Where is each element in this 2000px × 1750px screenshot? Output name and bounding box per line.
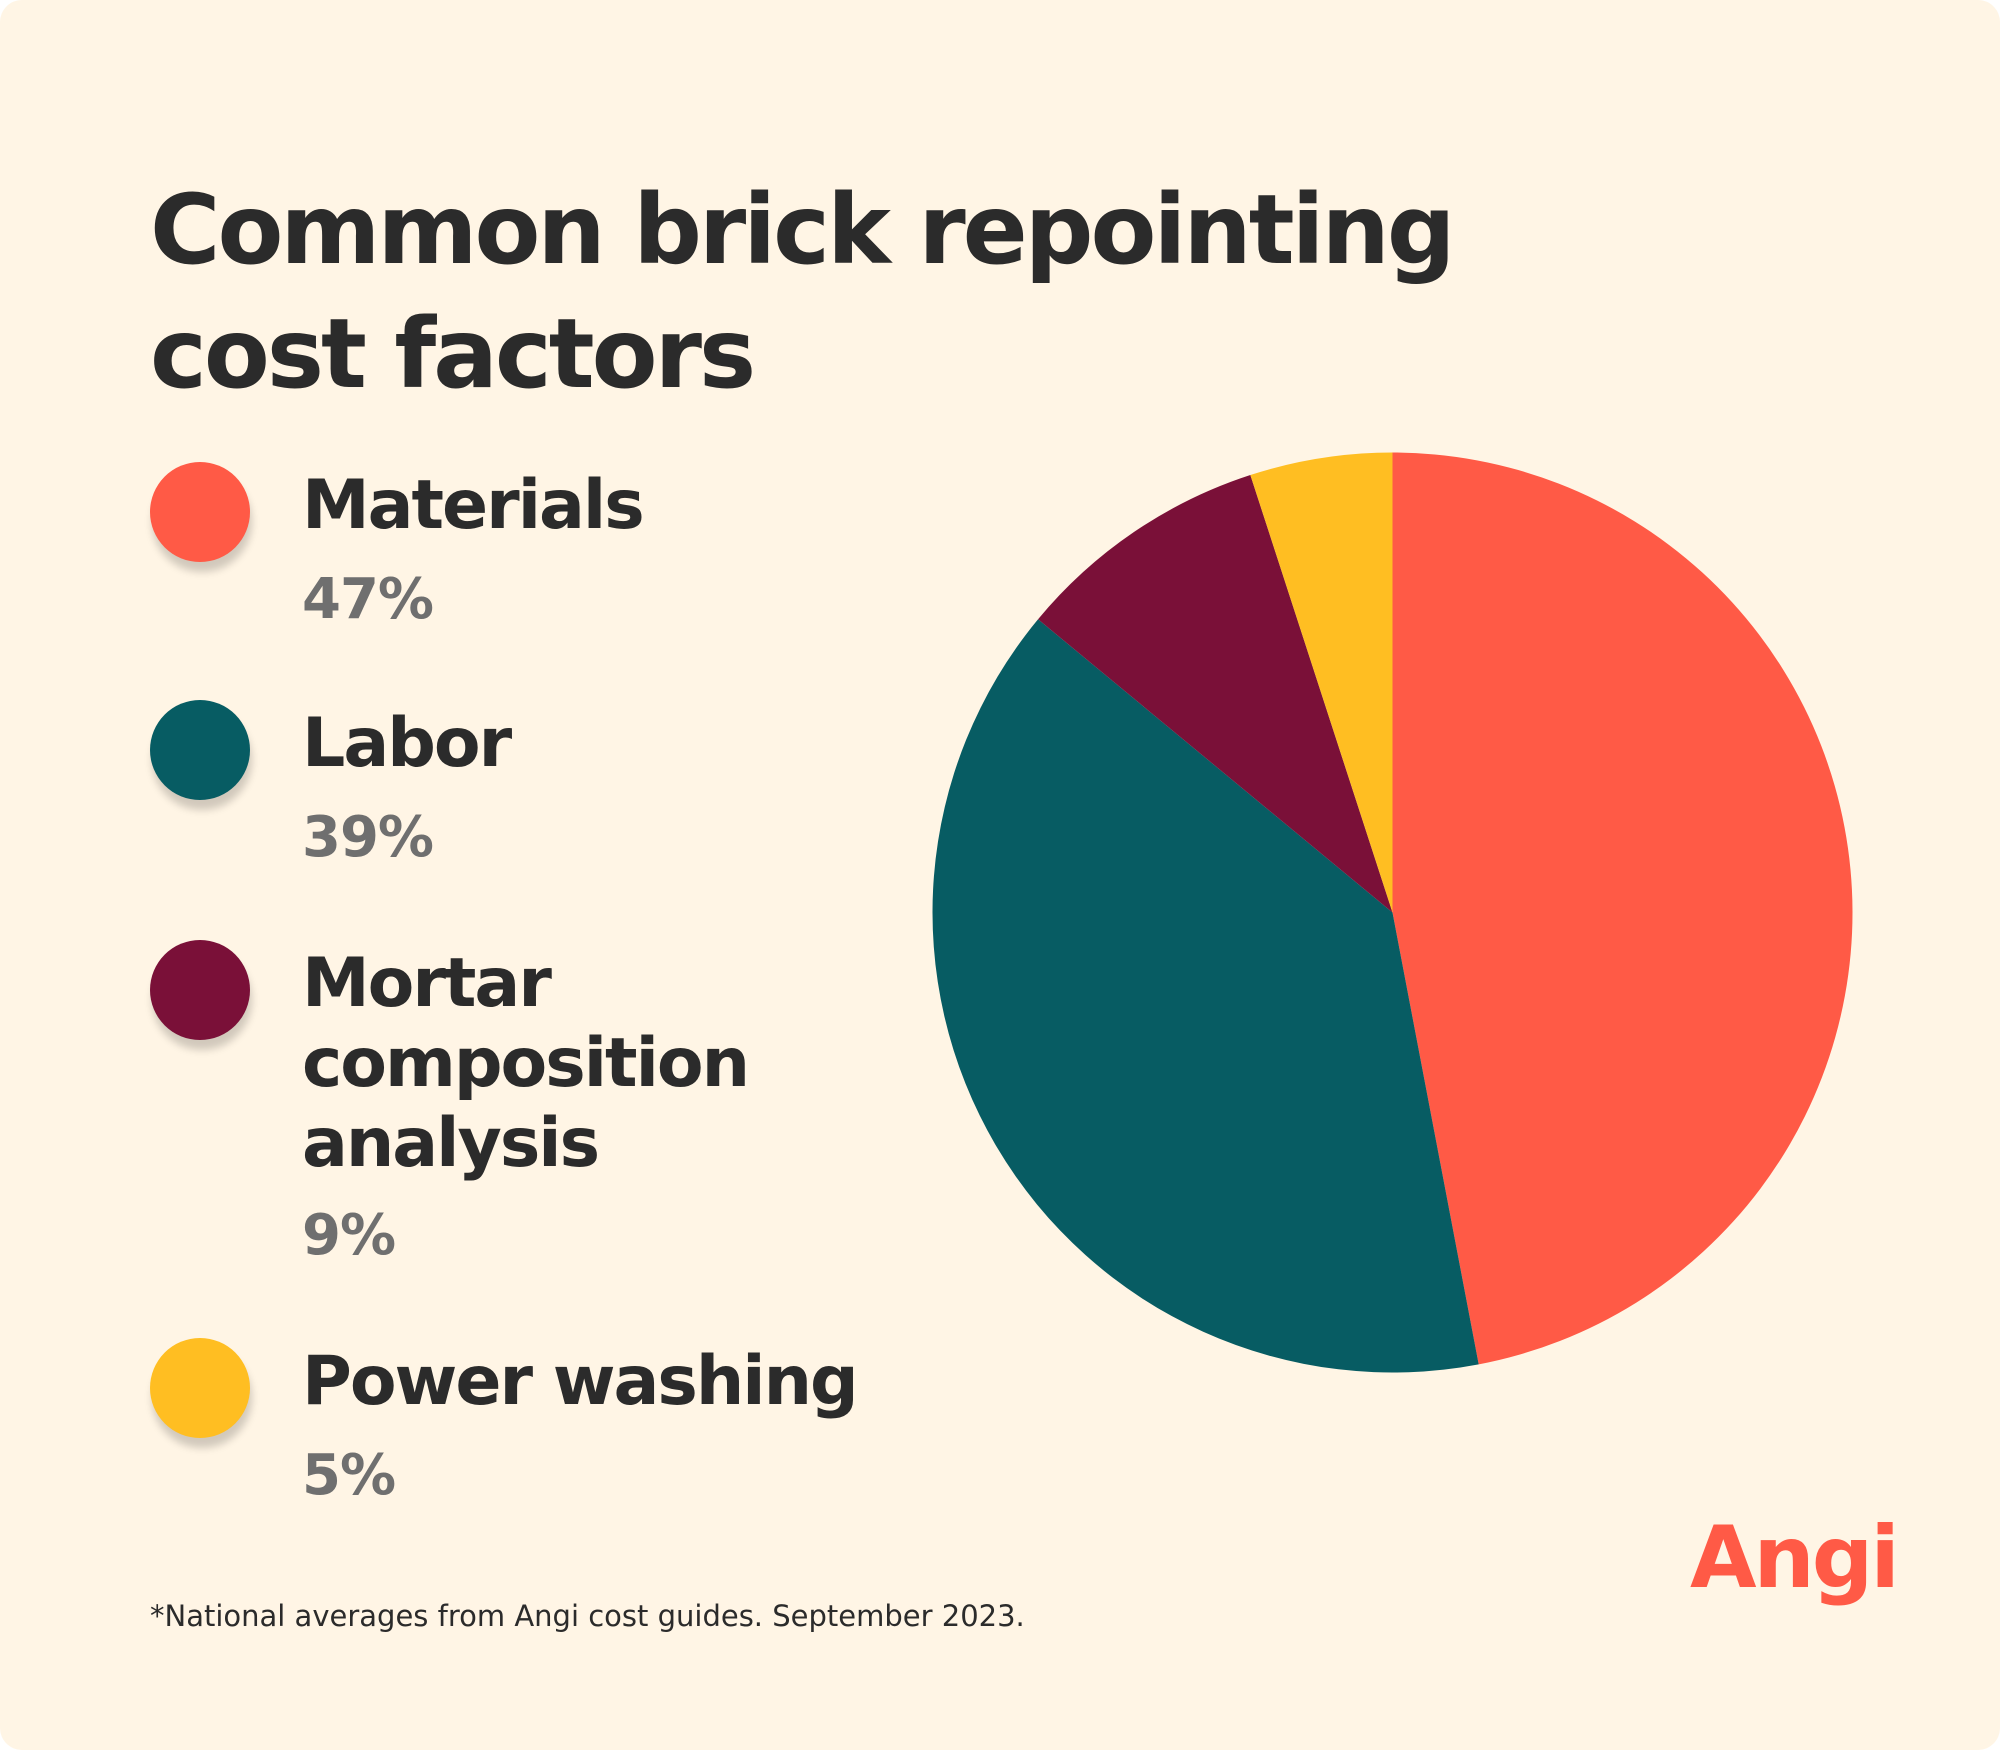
legend-label-power-washing: Power washing (302, 1342, 859, 1421)
angi-logo: Angi (1690, 1508, 1900, 1608)
legend-swatch-power-washing (150, 1338, 250, 1438)
chart-title: Common brick repointing cost factors (150, 174, 1456, 410)
legend-label-labor: Labor (302, 704, 512, 783)
legend-swatch-mortar-analysis (150, 940, 250, 1040)
pie-slice-materials (1392, 452, 1853, 1365)
pie-chart (932, 452, 1853, 1373)
legend-label-mortar-analysis: Mortar composition analysis (302, 944, 750, 1183)
legend-value-materials: 47% (302, 567, 434, 632)
pie-slice-power-washing (1250, 452, 1393, 913)
legend-value-labor: 39% (302, 805, 434, 870)
legend-value-power-washing: 5% (302, 1443, 396, 1508)
footnote: *National averages from Angi cost guides… (150, 1599, 1025, 1633)
legend-label-materials: Materials (302, 466, 645, 545)
legend-value-mortar-analysis: 9% (302, 1203, 396, 1268)
pie-slice-labor (932, 619, 1479, 1373)
legend-swatch-labor (150, 700, 250, 800)
pie-slice-mortar-analysis (1038, 475, 1393, 913)
legend: Materials 47% Labor 39% Mortar compositi… (150, 0, 910, 1750)
legend-swatch-materials (150, 462, 250, 562)
